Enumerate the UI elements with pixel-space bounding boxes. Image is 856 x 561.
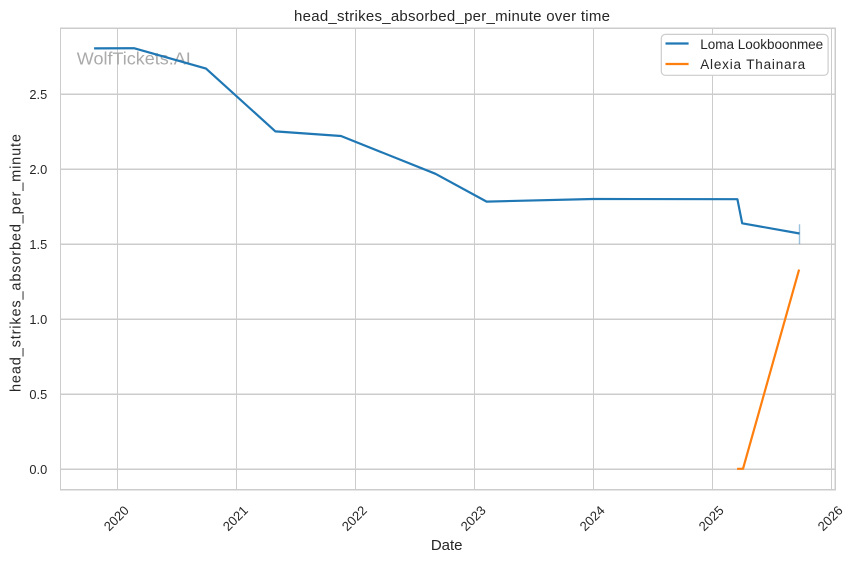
svg-text:head_strikes_absorbed_per_minu: head_strikes_absorbed_per_minute [9, 134, 25, 392]
svg-text:Loma Lookboonmee: Loma Lookboonmee [700, 37, 823, 52]
svg-text:0.0: 0.0 [29, 462, 47, 477]
svg-text:2.0: 2.0 [29, 162, 47, 177]
svg-text:WolfTickets.AI: WolfTickets.AI [77, 48, 191, 68]
svg-text:1.0: 1.0 [29, 312, 47, 327]
svg-text:head_strikes_absorbed_per_minu: head_strikes_absorbed_per_minute over ti… [294, 8, 610, 25]
svg-text:1.5: 1.5 [29, 237, 47, 252]
svg-text:Alexia Thainara: Alexia Thainara [700, 57, 805, 72]
svg-text:0.5: 0.5 [29, 387, 47, 402]
svg-text:Date: Date [431, 537, 463, 554]
svg-text:2.5: 2.5 [29, 87, 47, 102]
